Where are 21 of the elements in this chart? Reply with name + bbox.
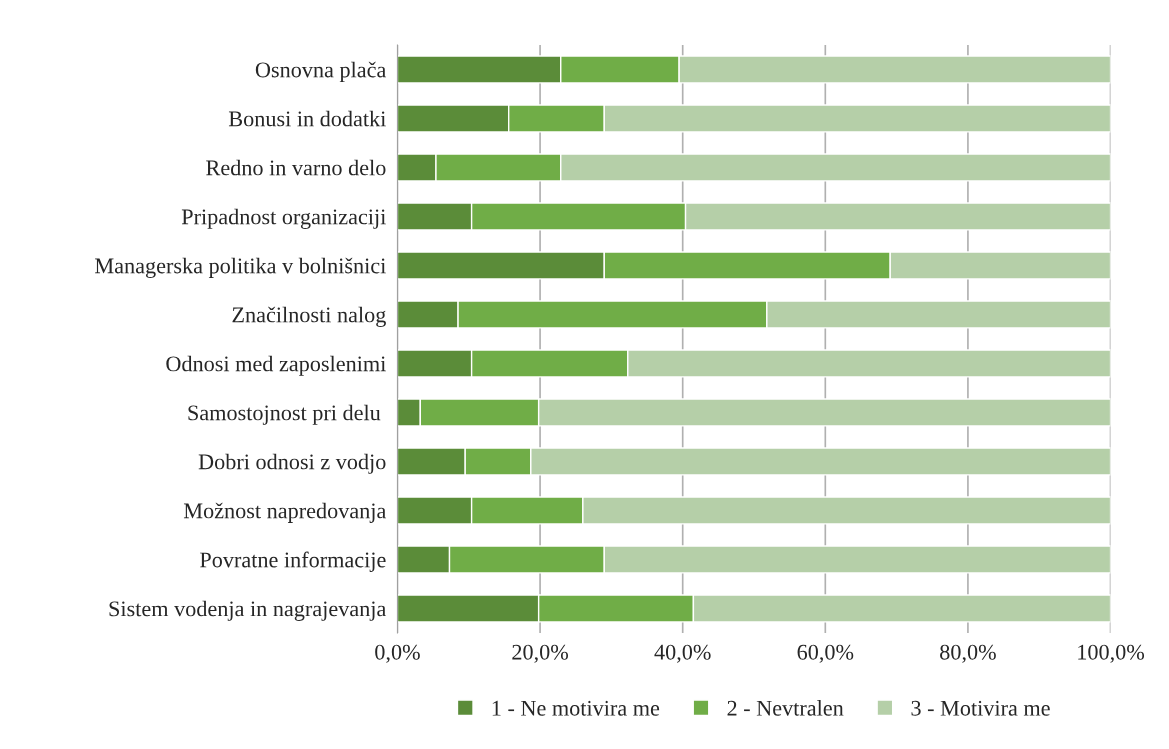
legend-label: 2 - Nevtralen: [727, 700, 844, 716]
legend-label: 3 - Motivira me: [911, 700, 1050, 716]
x-tick-label: 80,0%: [940, 644, 996, 663]
legend-label: 1 - Ne motivira me: [492, 700, 660, 716]
x-tick-label: 40,0%: [654, 644, 711, 663]
y-tick-label: Managerska politika v bolnišnici: [95, 257, 386, 278]
y-tick-label: Pripadnost organizaciji: [181, 208, 386, 229]
x-tick-label: 20,0%: [512, 644, 569, 663]
y-tick-label: Osnovna plača: [255, 61, 387, 82]
x-tick-label: 60,0%: [797, 644, 854, 663]
y-tick-label: Dobri odnosi z vodjo: [198, 453, 386, 474]
y-tick-label: Samostojnost pri delu: [188, 404, 381, 425]
y-tick-label: Povratne informacije: [200, 551, 386, 572]
x-tick-label: 100,0%: [1078, 644, 1145, 663]
y-tick-label: Sistem vodenja in nagrajevanja: [109, 600, 387, 621]
y-tick-label: Odnosi med zaposlenimi: [166, 355, 386, 376]
y-tick-label: Bonusi in dodatki: [228, 110, 386, 127]
y-tick-label: Možnost napredovanja: [183, 502, 387, 523]
x-tick-label: 0,0%: [375, 644, 420, 663]
y-tick-label: Značilnosti nalog: [232, 306, 386, 327]
y-tick-label: Redno in varno delo: [206, 159, 386, 176]
